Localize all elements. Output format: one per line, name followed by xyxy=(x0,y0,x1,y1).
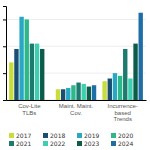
bar xyxy=(133,44,137,100)
y-tick-mark xyxy=(3,46,6,47)
bar-series xyxy=(40,44,138,100)
legend-label: 2021 xyxy=(16,140,31,147)
bar xyxy=(108,79,112,100)
legend-swatch xyxy=(111,141,116,146)
legend-label: 2019 xyxy=(84,132,99,139)
y-tick xyxy=(3,46,6,47)
legend-item: 2021 xyxy=(9,140,31,147)
legend-item: 2024 xyxy=(111,140,133,147)
bar xyxy=(25,19,29,100)
chart: Cov-LiteTLBs Maint. Maint.Cov. Incurrence-… xyxy=(0,0,150,150)
x-tick-label-line: Incurrence- xyxy=(107,103,137,109)
y-tick xyxy=(3,19,6,20)
legend-swatch xyxy=(43,141,48,146)
x-tick-label: Incurrence-basedTrends xyxy=(107,103,137,122)
bar xyxy=(102,81,106,100)
bar xyxy=(61,89,65,100)
bar xyxy=(87,87,91,100)
legend: 2017 2018 2019 2020 2021 2022 2023 2024 xyxy=(9,132,133,147)
bar xyxy=(118,76,122,100)
x-tick-label-line: TLBs xyxy=(22,110,36,116)
x-tick-label-line: Cov-Lite xyxy=(18,103,41,109)
y-tick-mark xyxy=(3,73,6,74)
y-tick-mark xyxy=(3,100,6,101)
bar xyxy=(56,89,60,100)
bar-series xyxy=(35,44,133,100)
x-tick-label-line: Maint. Maint. xyxy=(59,103,94,109)
legend-item: 2020 xyxy=(111,132,133,139)
x-axis-line xyxy=(7,100,147,101)
bar xyxy=(128,79,132,100)
bar xyxy=(30,44,34,100)
bar xyxy=(76,83,80,100)
legend-swatch xyxy=(77,133,82,138)
x-axis: Cov-LiteTLBs Maint. Maint.Cov. Incurrence-… xyxy=(7,100,147,122)
x-tick-label-line: Cov. xyxy=(70,110,82,116)
y-tick xyxy=(3,100,6,101)
x-tick-label-line: Trends xyxy=(113,116,131,122)
legend-label: 2018 xyxy=(50,132,65,139)
bar xyxy=(45,100,49,101)
bar-series xyxy=(19,17,117,100)
legend-swatch xyxy=(111,133,116,138)
bar xyxy=(35,44,39,100)
x-tick: Incurrence-basedTrends xyxy=(107,100,137,122)
y-axis-line xyxy=(3,7,7,101)
x-tick-label: Maint. Maint.Cov. xyxy=(59,103,94,116)
legend-swatch xyxy=(77,141,82,146)
bars xyxy=(9,13,143,100)
bar-series xyxy=(25,19,123,100)
bar xyxy=(14,49,18,100)
bar xyxy=(82,84,86,100)
x-tick: Maint. Maint.Cov. xyxy=(59,100,94,116)
legend-item: 2023 xyxy=(77,140,99,147)
bar-series xyxy=(30,44,128,100)
bar xyxy=(139,13,143,100)
bar xyxy=(19,17,23,100)
legend-swatch xyxy=(43,133,48,138)
bar xyxy=(9,62,13,100)
legend-label: 2017 xyxy=(16,132,31,139)
legend-item: 2017 xyxy=(9,132,31,139)
bar xyxy=(71,85,75,100)
legend-swatch xyxy=(9,141,14,146)
bar xyxy=(113,73,117,100)
legend-item: 2019 xyxy=(77,132,99,139)
y-axis xyxy=(3,7,7,101)
x-tick: Cov-LiteTLBs xyxy=(18,100,41,116)
bar xyxy=(66,88,70,100)
plot: Cov-LiteTLBs Maint. Maint.Cov. Incurrence-… xyxy=(3,7,147,123)
legend-swatch xyxy=(9,133,14,138)
legend-label: 2023 xyxy=(84,140,99,147)
legend-item: 2018 xyxy=(43,132,65,139)
legend-label: 2024 xyxy=(118,140,133,147)
legend-label: 2020 xyxy=(118,132,133,139)
bar xyxy=(123,49,127,100)
legend-item: 2022 xyxy=(43,140,65,147)
legend-label: 2022 xyxy=(50,140,65,147)
x-tick-label-line: based xyxy=(114,110,130,116)
bar-series xyxy=(92,13,143,100)
bar xyxy=(40,49,44,100)
x-tick-label: Cov-LiteTLBs xyxy=(18,103,41,116)
grid xyxy=(6,19,146,100)
y-tick xyxy=(3,73,6,74)
y-tick-mark xyxy=(3,19,6,20)
bar xyxy=(92,85,96,100)
